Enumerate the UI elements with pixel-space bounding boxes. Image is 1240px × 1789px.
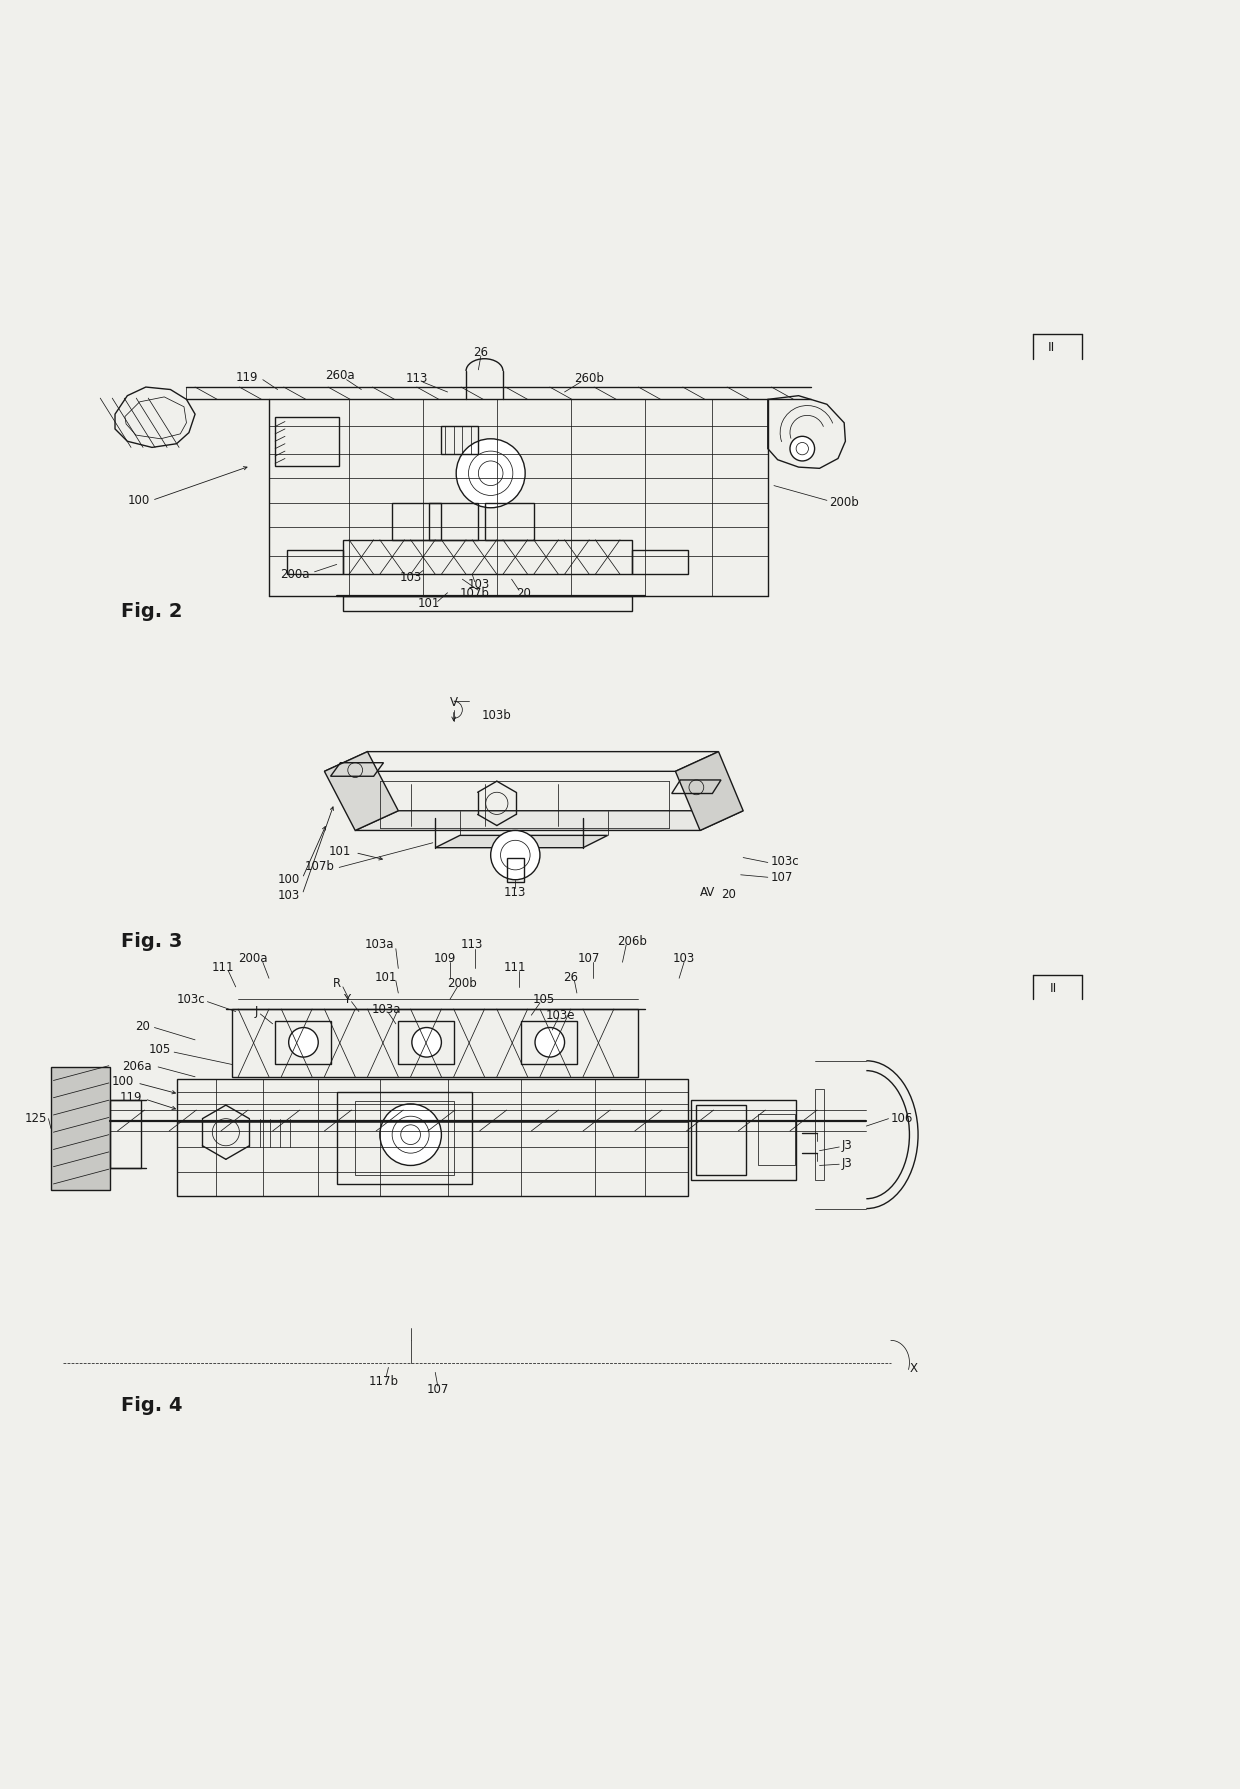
Bar (429, 503, 479, 540)
Text: AV: AV (701, 886, 715, 898)
Text: II: II (1050, 982, 1058, 995)
Text: 103c: 103c (177, 993, 206, 1005)
Polygon shape (676, 751, 743, 830)
Text: 105: 105 (149, 1043, 170, 1056)
Circle shape (412, 1027, 441, 1057)
Bar (815, 1090, 825, 1181)
Text: 206b: 206b (618, 936, 647, 948)
Text: 200b: 200b (448, 977, 477, 989)
Text: 103a: 103a (365, 939, 394, 952)
Text: R: R (332, 977, 341, 989)
Bar (110, 1100, 141, 1168)
Text: 200a: 200a (280, 567, 310, 581)
Text: 26: 26 (474, 345, 489, 360)
Bar (288, 549, 343, 574)
Text: J3: J3 (842, 1156, 852, 1170)
Text: V: V (450, 696, 458, 708)
Text: 100: 100 (278, 873, 300, 886)
Bar (692, 1100, 796, 1181)
Bar (392, 503, 441, 540)
Text: 107: 107 (770, 871, 792, 884)
Bar (176, 1079, 688, 1197)
Text: Fig. 2: Fig. 2 (122, 601, 182, 621)
Text: 125: 125 (25, 1113, 47, 1125)
Text: 113: 113 (405, 372, 428, 385)
Text: Fig. 3: Fig. 3 (122, 932, 182, 950)
Text: 260b: 260b (574, 372, 604, 385)
Bar (441, 426, 479, 454)
Circle shape (289, 1027, 319, 1057)
Text: 101: 101 (374, 970, 397, 984)
Text: 117b: 117b (368, 1374, 398, 1388)
Circle shape (491, 830, 539, 880)
Text: 119: 119 (119, 1091, 143, 1104)
Text: 107: 107 (578, 952, 600, 964)
Bar (232, 1009, 639, 1077)
Bar (522, 1022, 577, 1064)
Circle shape (379, 1104, 441, 1165)
Text: 100: 100 (112, 1075, 134, 1088)
Text: 20: 20 (517, 587, 532, 601)
Text: 103: 103 (673, 952, 696, 964)
Text: 103: 103 (467, 578, 490, 590)
Text: 107b: 107b (304, 861, 335, 873)
Text: 100: 100 (128, 494, 150, 506)
Circle shape (790, 437, 815, 462)
Text: 103c: 103c (770, 855, 799, 868)
Bar (697, 1106, 745, 1175)
Text: 109: 109 (434, 952, 456, 964)
Text: 103: 103 (399, 571, 422, 585)
Polygon shape (355, 810, 743, 830)
Bar (758, 1115, 795, 1165)
Bar (507, 857, 525, 882)
Text: 113: 113 (505, 886, 527, 898)
Text: Y: Y (343, 993, 350, 1005)
Bar (398, 1022, 454, 1064)
Bar (337, 1091, 472, 1184)
Bar (275, 417, 340, 465)
Bar (485, 503, 533, 540)
Text: 113: 113 (461, 939, 484, 952)
Text: 103: 103 (278, 889, 300, 902)
Circle shape (456, 438, 526, 508)
Text: 103b: 103b (482, 710, 512, 723)
Text: II: II (1048, 342, 1055, 354)
Bar (275, 1022, 331, 1064)
Text: 103a: 103a (371, 1002, 401, 1016)
Text: X: X (909, 1361, 918, 1376)
Bar (632, 549, 688, 574)
Text: 206a: 206a (123, 1061, 153, 1073)
Bar (343, 596, 632, 612)
Text: 119: 119 (236, 370, 258, 383)
Text: Fig. 4: Fig. 4 (122, 1395, 182, 1415)
Text: 111: 111 (503, 961, 527, 973)
Text: 101: 101 (418, 598, 440, 610)
Text: 260a: 260a (326, 370, 355, 383)
Text: J3: J3 (842, 1140, 852, 1152)
Text: 26: 26 (563, 970, 578, 984)
Text: J: J (255, 1005, 258, 1018)
Text: 103e: 103e (546, 1009, 575, 1022)
Text: 20: 20 (720, 887, 735, 902)
Text: 101: 101 (329, 844, 351, 859)
Text: 107b: 107b (460, 587, 490, 601)
Text: 200a: 200a (238, 952, 268, 964)
Bar (355, 1102, 454, 1175)
Text: 20: 20 (135, 1020, 150, 1032)
Text: 107: 107 (427, 1383, 449, 1395)
Text: 200b: 200b (830, 496, 859, 510)
Text: 105: 105 (532, 993, 554, 1005)
Circle shape (534, 1027, 564, 1057)
Bar (343, 540, 632, 574)
Text: 106: 106 (892, 1113, 914, 1125)
Polygon shape (435, 835, 608, 848)
Polygon shape (325, 751, 398, 830)
Text: 111: 111 (212, 961, 234, 973)
Bar (51, 1066, 110, 1190)
